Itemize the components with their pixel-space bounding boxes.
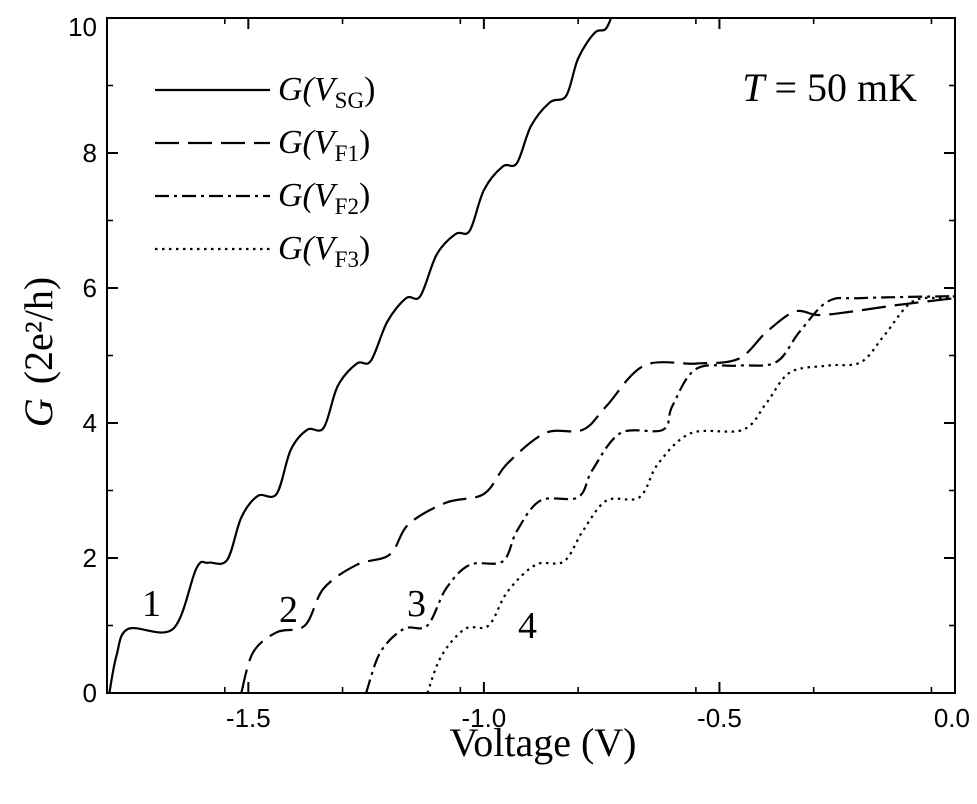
curve-vf1 [240,297,955,693]
x-tick-label: 0.0 [934,703,970,733]
plot-frame [106,17,956,694]
curve-label-2: 2 [279,589,298,631]
x-tick-label: -1.5 [226,703,271,733]
curve-label-3: 3 [407,583,426,625]
legend-entry-vf1: G(VF1) [155,124,370,166]
legend: G(VSG) G(VF1) G(VF2) G(VF3) [155,71,375,272]
y-axis-title: G(2e²/h) [16,277,61,427]
legend-entry-vf2: G(VF2) [155,177,370,219]
legend-label-vf3: G(VF3) [278,230,370,272]
y-tick-label: 0 [83,678,97,708]
y-tick-label: 8 [83,138,97,168]
curve-vsg [108,18,613,693]
legend-entry-vsg: G(VSG) [155,71,375,113]
curve-label-4: 4 [518,605,537,647]
y-tick-label: 2 [83,543,97,573]
legend-entry-vf3: G(VF3) [155,230,370,272]
y-tick-label: 4 [83,408,97,438]
x-axis-title: Voltage (V) [450,720,637,765]
curve-vf2 [365,295,955,693]
legend-label-vf1: G(VF1) [278,124,370,166]
legend-label-vsg: G(VSG) [278,71,375,113]
curve-label-1: 1 [142,583,161,625]
x-tick-label: -1.0 [461,703,506,733]
legend-label-vf2: G(VF2) [278,177,370,219]
y-tick-label: 6 [83,273,97,303]
temperature-annotation: T = 50 mK [742,65,917,110]
x-tick-label: -0.5 [697,703,742,733]
y-tick-label: 10 [68,12,97,42]
curve-vf3 [426,295,955,693]
